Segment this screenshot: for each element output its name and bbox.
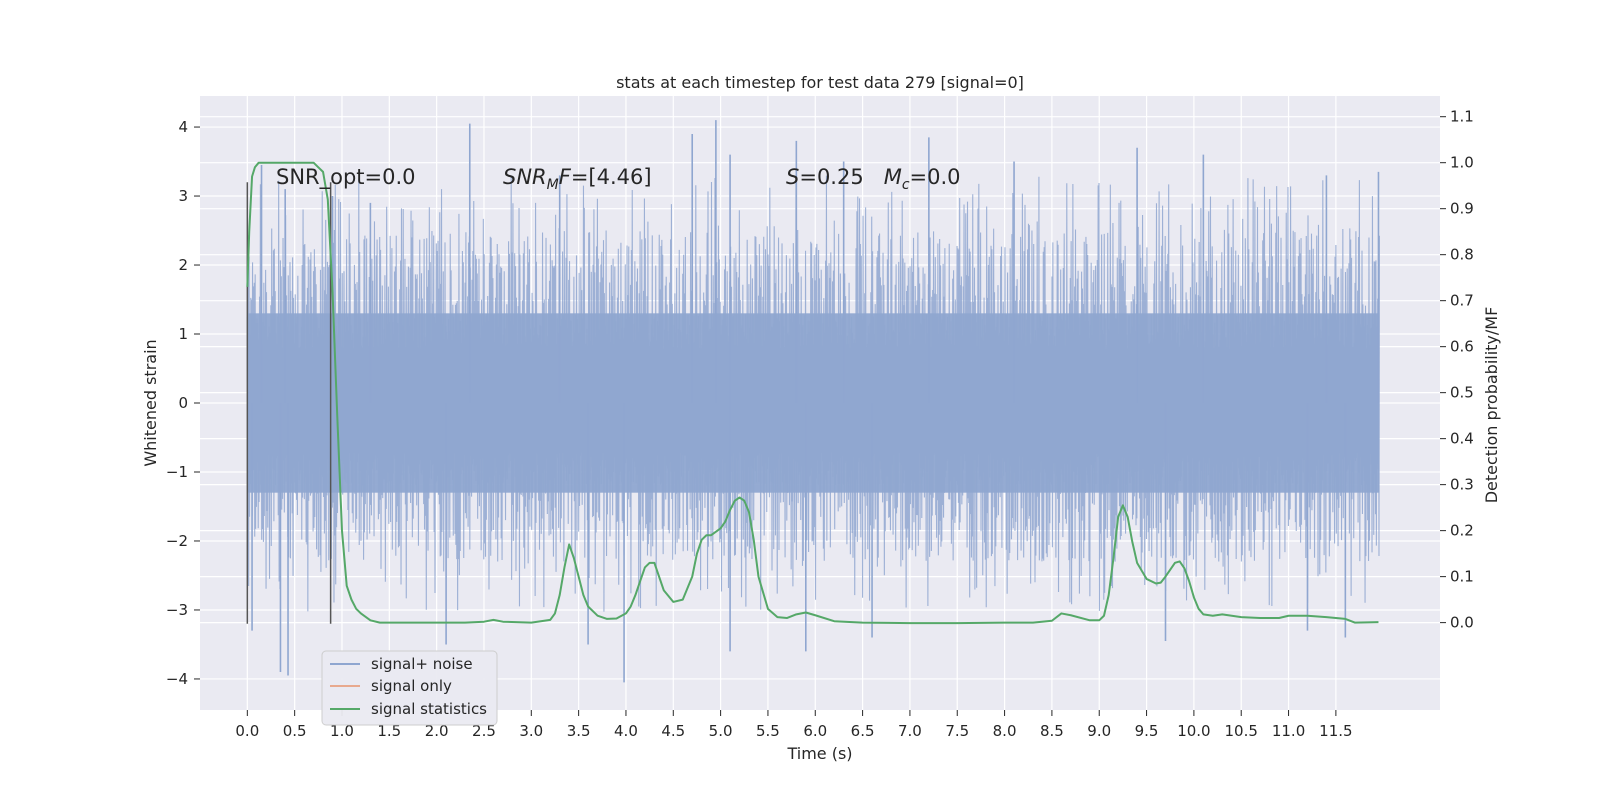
x-tick-label: 1.5 — [377, 722, 401, 740]
mc-value: =0.0 — [910, 165, 961, 189]
y-axis-left-label: Whitened strain — [141, 339, 160, 466]
y-right-tick-label: 0.4 — [1450, 430, 1474, 448]
y-right-tick-label: 1.1 — [1450, 108, 1474, 126]
x-tick-label: 11.0 — [1272, 722, 1305, 740]
mc-label: M — [884, 165, 902, 189]
x-tick-label: 6.0 — [803, 722, 827, 740]
x-tick-label: 2.0 — [425, 722, 449, 740]
y-left-tick-label: −3 — [166, 601, 188, 619]
x-tick-label: 11.5 — [1319, 722, 1352, 740]
x-tick-label: 5.5 — [756, 722, 780, 740]
legend-box — [321, 650, 498, 726]
y-left-tick-label: 0 — [178, 394, 188, 412]
x-tick-label: 3.5 — [567, 722, 591, 740]
x-tick-label: 8.5 — [1040, 722, 1064, 740]
x-tick-label: 3.0 — [519, 722, 543, 740]
y-axis-left-ticks: 4 3 2 1 0 −1 −2 −3 −4 — [166, 118, 200, 688]
series-signal-plus-noise — [246, 120, 1380, 683]
series-signal-statistics — [246, 161, 1379, 625]
x-tick-label: 7.0 — [898, 722, 922, 740]
x-tick-label: 0.5 — [283, 722, 307, 740]
snr-mf-prefix: SNR — [503, 165, 547, 189]
y-right-tick-label: 0.6 — [1450, 338, 1474, 356]
annotation-snr-mf: SNRMF=[4.46] — [503, 165, 652, 193]
noise-core-band — [247, 313, 1380, 493]
s-label: S — [786, 165, 799, 189]
y-left-tick-label: −2 — [166, 532, 188, 550]
annotation-s-mc: S=0.25 Mc=0.0 — [786, 165, 961, 193]
x-tick-label: 7.5 — [945, 722, 969, 740]
y-left-tick-label: 1 — [178, 325, 188, 343]
y-right-tick-label: 0.0 — [1450, 614, 1474, 632]
y-right-tick-label: 1.0 — [1450, 154, 1474, 172]
y-right-tick-label: 0.3 — [1450, 476, 1474, 494]
x-tick-label: 10.5 — [1225, 722, 1258, 740]
x-tick-label: 0.0 — [235, 722, 259, 740]
y-left-tick-label: −4 — [166, 670, 188, 688]
y-left-tick-label: 4 — [178, 118, 188, 136]
x-tick-label: 9.5 — [1135, 722, 1159, 740]
chart-title: stats at each timestep for test data 279… — [616, 73, 1024, 92]
x-tick-label: 2.5 — [472, 722, 496, 740]
y-right-tick-label: 0.9 — [1450, 200, 1474, 218]
x-tick-label: 6.5 — [851, 722, 875, 740]
y-axis-right-ticks: 1.1 1.0 0.9 0.8 0.7 0.6 0.5 0.4 0.3 0.2 0.1 0.0 — [1440, 108, 1474, 632]
y-right-tick-label: 0.5 — [1450, 384, 1474, 402]
x-tick-label: 8.0 — [993, 722, 1017, 740]
y-axis-right-label: Detection probability/MF — [1482, 307, 1501, 504]
s-value: =0.25 — [799, 165, 863, 189]
snr-mf-suffix-f: F — [559, 165, 572, 189]
x-tick-label: 9.0 — [1087, 722, 1111, 740]
legend-label-signal-only: signal only — [371, 677, 452, 695]
signal-statistics-line — [246, 161, 1379, 625]
y-right-tick-label: 0.7 — [1450, 292, 1474, 310]
legend: signal+ noise signal only signal statist… — [321, 650, 498, 726]
snr-mf-subscript: M — [547, 177, 559, 193]
legend-label-signal-plus-noise: signal+ noise — [371, 655, 473, 673]
x-tick-label: 5.0 — [709, 722, 733, 740]
y-right-tick-label: 0.8 — [1450, 246, 1474, 264]
y-left-tick-label: −1 — [166, 463, 188, 481]
y-right-tick-label: 0.2 — [1450, 522, 1474, 540]
y-right-tick-label: 0.1 — [1450, 568, 1474, 586]
x-tick-label: 1.0 — [330, 722, 354, 740]
x-axis-label: Time (s) — [786, 744, 852, 763]
annotation-snr-opt: SNR_opt=0.0 — [276, 165, 416, 190]
x-tick-label: 4.5 — [661, 722, 685, 740]
mc-subscript: c — [902, 177, 910, 193]
snr-mf-value: =[4.46] — [571, 165, 652, 189]
legend-label-signal-statistics: signal statistics — [371, 700, 487, 718]
x-axis-ticks: 0.0 0.5 1.0 1.5 2.0 2.5 3.0 3.5 4.0 4.5 5.0 5.5 6.0 6… — [235, 710, 1353, 740]
x-tick-label: 10.0 — [1177, 722, 1210, 740]
y-left-tick-label: 2 — [178, 256, 188, 274]
y-left-tick-label: 3 — [178, 187, 188, 205]
x-tick-label: 4.0 — [614, 722, 638, 740]
